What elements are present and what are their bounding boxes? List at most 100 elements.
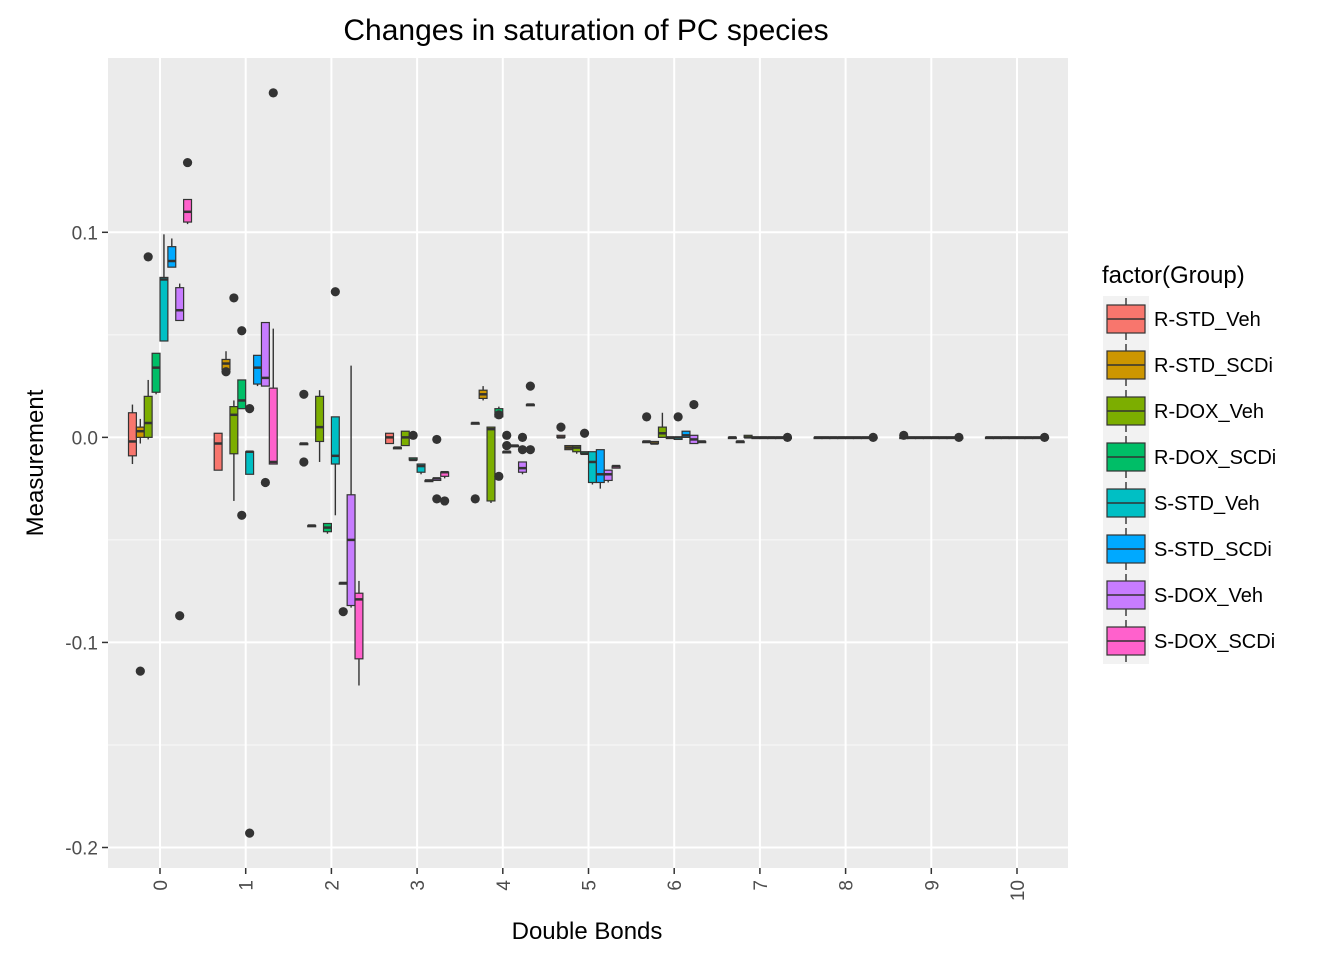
outlier-point (432, 494, 442, 504)
series-S-DOX_SCDi (182, 88, 1050, 686)
outlier-point (525, 445, 535, 455)
outlier-point (432, 434, 442, 445)
outlier-point (245, 828, 255, 838)
legend-item: S-DOX_Veh (1103, 572, 1263, 618)
legend-item: R-DOX_SCDi (1103, 434, 1276, 480)
box (315, 395, 325, 443)
outlier-point (221, 367, 231, 377)
outlier-point (338, 607, 348, 617)
outlier-point (954, 432, 964, 442)
box (268, 387, 278, 465)
outlier-point (299, 457, 309, 467)
x-tick-label: 8 (837, 880, 858, 891)
box (587, 451, 597, 484)
outlier-point (237, 510, 247, 520)
outlier-point (143, 252, 153, 262)
outlier-point (1039, 432, 1050, 442)
plot-panel: -0.2 -0.1 0.0 0.1 0 1 2 3 4 5 6 7 8 9 10 (65, 58, 1068, 901)
series-S-STD_Veh (159, 234, 1026, 838)
legend-item: S-STD_Veh (1103, 480, 1260, 526)
y-tick-label: -0.2 (65, 838, 98, 859)
legend-label: S-STD_Veh (1154, 493, 1260, 515)
x-tick-label: 1 (237, 880, 258, 891)
outlier-point (689, 399, 699, 410)
outlier-point (237, 326, 247, 336)
outlier-point (673, 412, 683, 422)
y-tick-label: -0.1 (65, 633, 98, 654)
outlier-point (517, 432, 528, 442)
chart-title: Changes in saturation of PC species (343, 14, 828, 47)
x-tick-label: 5 (580, 880, 601, 891)
x-tick-label: 6 (665, 880, 686, 891)
box (354, 592, 364, 660)
legend-item: S-STD_SCDi (1103, 526, 1272, 572)
series-R-STD_SCDi (135, 351, 1002, 676)
outlier-point (175, 611, 185, 621)
box (416, 463, 426, 473)
box (330, 416, 340, 465)
outlier-point (502, 430, 512, 440)
outlier-point (782, 432, 793, 442)
legend-label: S-DOX_SCDi (1154, 631, 1275, 653)
x-axis-title: Double Bonds (512, 918, 663, 945)
x-tick-label: 3 (408, 880, 429, 891)
outlier-point (260, 477, 270, 488)
outlier-point (135, 666, 145, 676)
outlier-point (642, 412, 652, 422)
outlier-point (299, 389, 309, 399)
series-S-DOX_Veh (175, 283, 1042, 621)
outlier-point (556, 422, 566, 432)
outlier-point (868, 432, 878, 442)
outlier-point (408, 430, 418, 440)
legend-label: S-DOX_Veh (1154, 585, 1263, 607)
legend: factor(Group) R-STD_Veh R-STD_SCDi R-DOX_V… (1102, 262, 1276, 664)
box (151, 352, 161, 393)
outlier-point (440, 496, 450, 506)
box (237, 379, 247, 410)
legend-label: R-STD_Veh (1154, 309, 1261, 331)
legend-item: R-STD_SCDi (1103, 342, 1273, 388)
legend-title: factor(Group) (1102, 262, 1245, 289)
legend-item: R-STD_Veh (1103, 296, 1261, 342)
box (175, 287, 185, 322)
box (595, 449, 605, 484)
outlier-point (245, 404, 255, 414)
outlier-point (182, 157, 193, 168)
outlier-point (470, 494, 480, 504)
box (213, 432, 223, 471)
outlier-point (502, 440, 512, 451)
outlier-point (330, 287, 340, 297)
x-tick-label: 10 (1008, 880, 1029, 901)
outlier-point (494, 410, 504, 420)
x-tick-label: 4 (494, 880, 515, 891)
box (346, 494, 356, 607)
outlier-point (579, 428, 590, 438)
series-R-DOX_Veh (143, 252, 1010, 503)
legend-label: R-STD_SCDi (1154, 355, 1273, 377)
legend-item: R-DOX_Veh (1103, 388, 1264, 434)
legend-label: R-DOX_SCDi (1154, 447, 1276, 469)
box (260, 321, 270, 387)
box (245, 451, 255, 475)
box (229, 406, 239, 455)
outlier-point (899, 430, 909, 440)
outlier-point (525, 381, 535, 391)
box (252, 354, 263, 385)
y-tick-label: 0.1 (72, 223, 98, 244)
box (143, 395, 153, 438)
outlier-point (268, 88, 278, 98)
x-tick-label: 7 (751, 880, 772, 891)
outlier-point (517, 445, 528, 455)
y-axis-title: Measurement (22, 389, 49, 536)
y-tick-label: 0.0 (72, 428, 98, 449)
legend-label: R-DOX_Veh (1154, 401, 1264, 423)
x-tick-label: 9 (922, 880, 943, 891)
outlier-point (494, 471, 504, 481)
box (486, 426, 496, 502)
outlier-point (229, 293, 239, 303)
box (167, 246, 177, 268)
x-tick-label: 0 (151, 880, 172, 891)
legend-item: S-DOX_SCDi (1103, 618, 1275, 664)
series-R-DOX_SCDi (151, 326, 1018, 534)
